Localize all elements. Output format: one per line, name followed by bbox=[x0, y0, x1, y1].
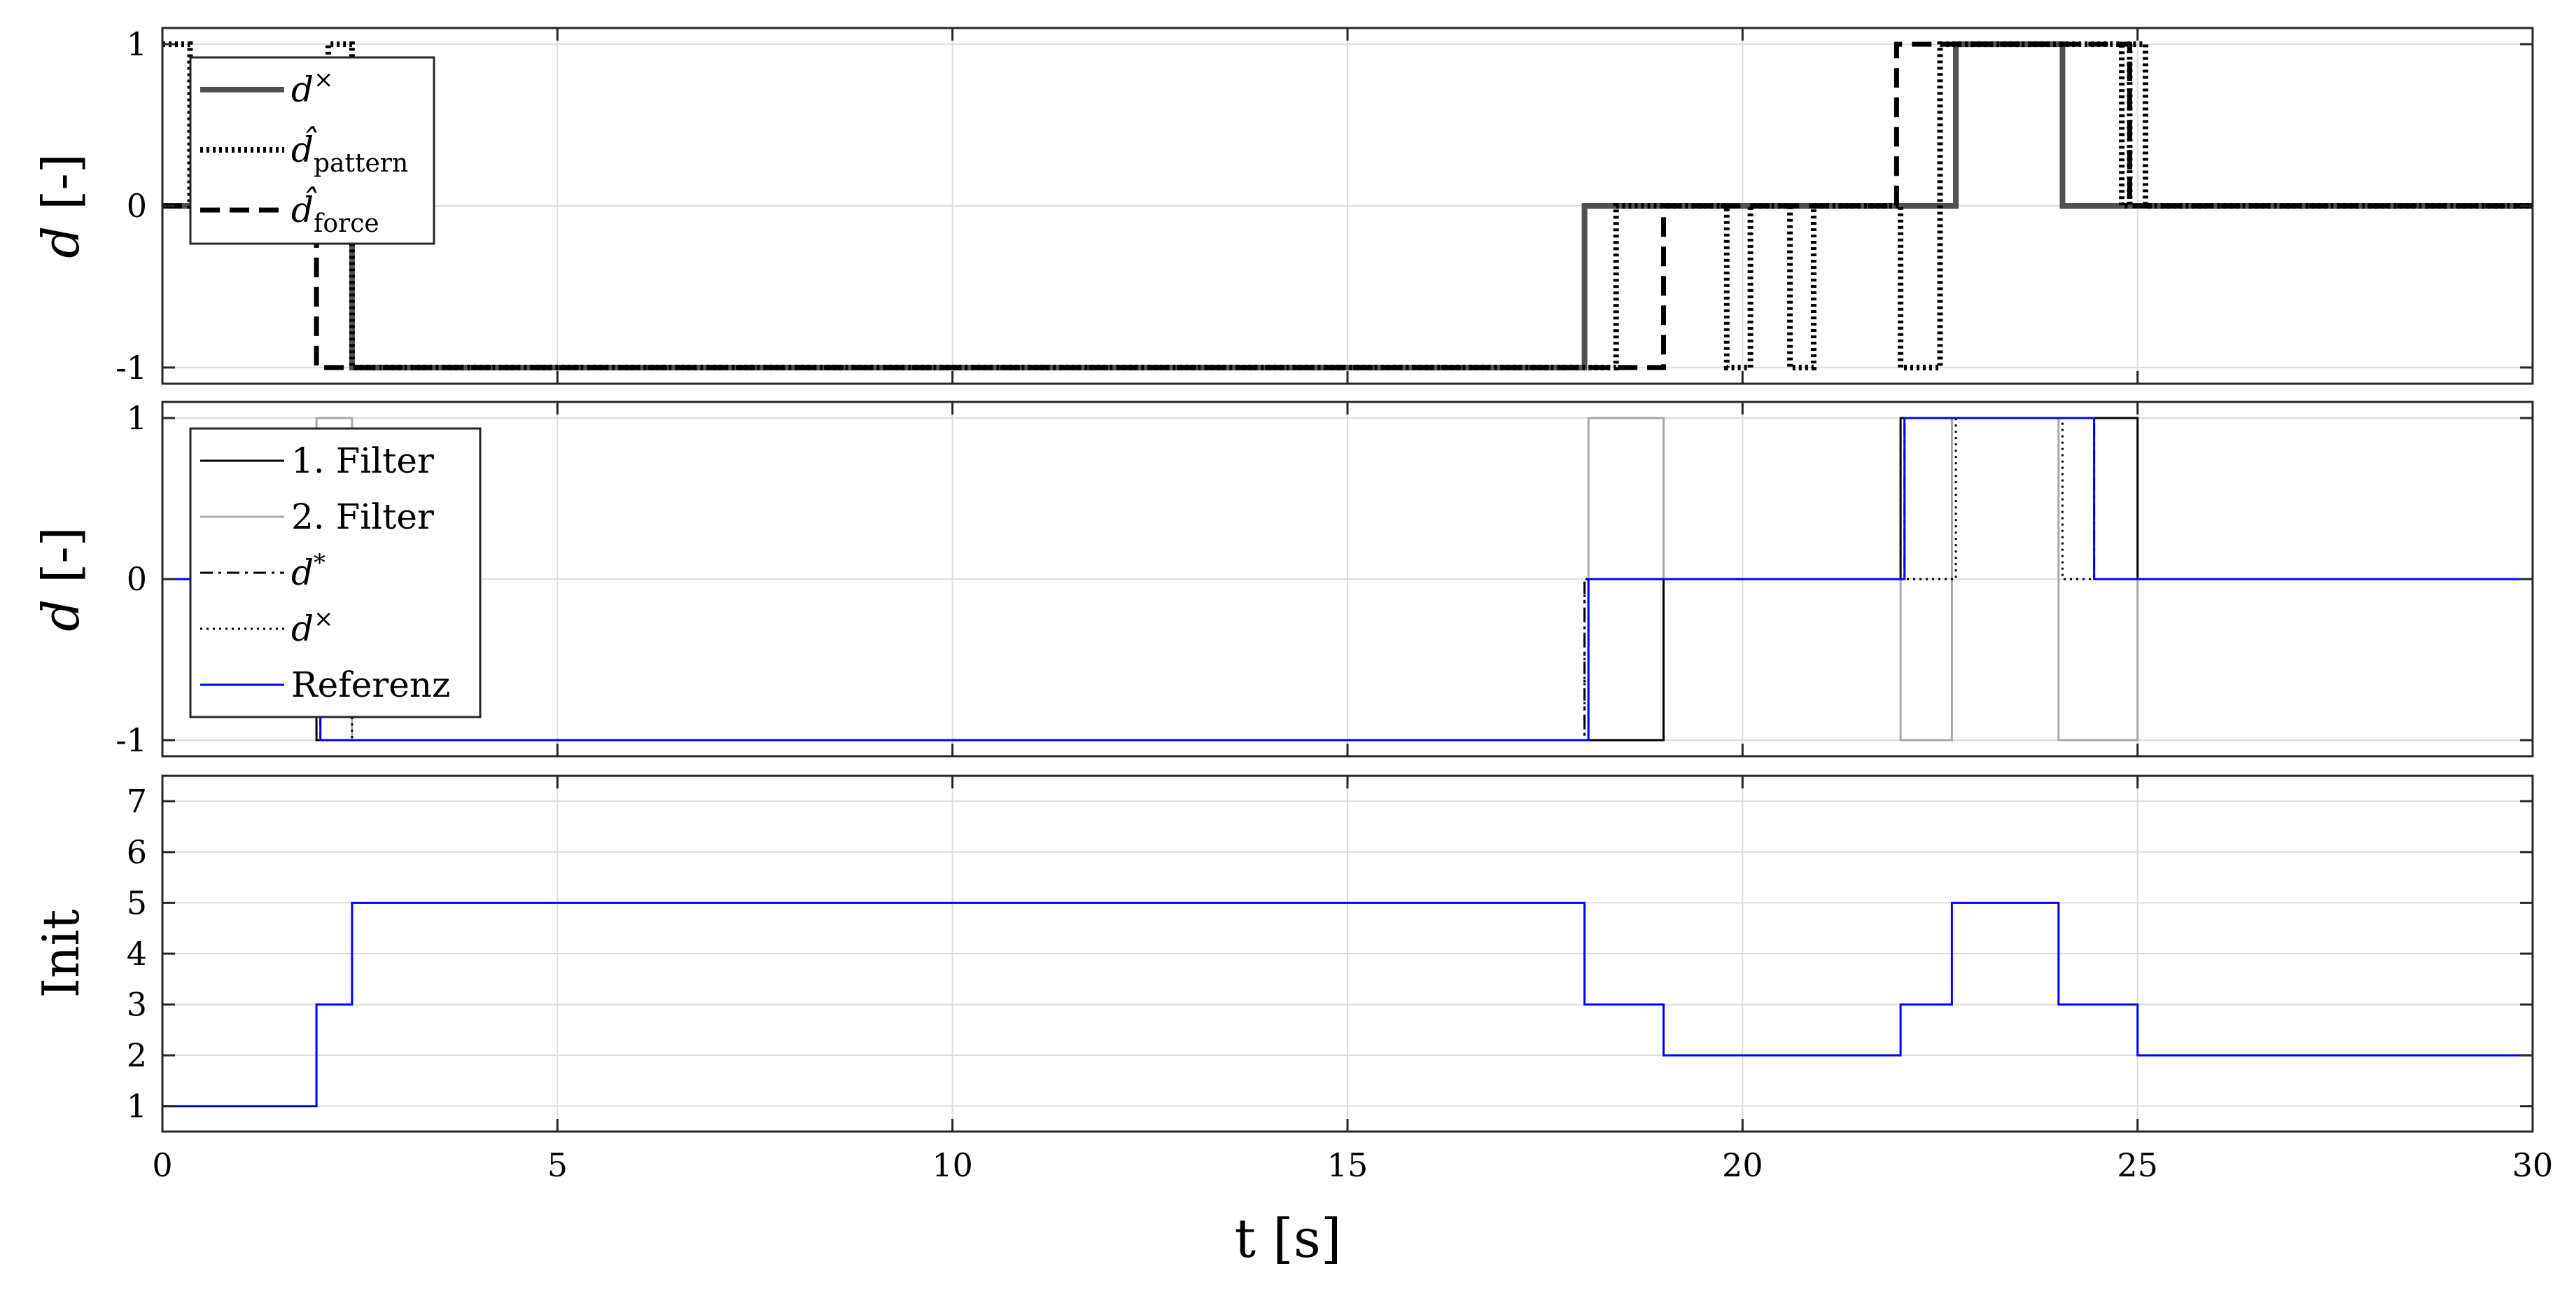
series-line-dpattern bbox=[162, 41, 2533, 370]
y-tick-label: 6 bbox=[127, 833, 147, 871]
x-tick-label: 30 bbox=[2512, 1146, 2554, 1184]
legend-entry: 2. Filter bbox=[291, 496, 434, 537]
y-axis-label: d [-] bbox=[31, 153, 90, 258]
y-tick-label: 5 bbox=[127, 884, 147, 921]
x-tick-label: 10 bbox=[932, 1146, 973, 1184]
x-axis-label: t [s] bbox=[1234, 1207, 1341, 1269]
legend: d× d̂pattern d̂force bbox=[189, 56, 435, 245]
x-tick-label: 20 bbox=[1722, 1146, 1763, 1184]
y-tick-label: 1 bbox=[127, 25, 147, 63]
legend: 1. Filter 2. Filter d* d× Referenz bbox=[189, 427, 482, 718]
subplot-3: 1 2 3 4 5 6 7 0 5 10 15 20 25 30 Init bbox=[31, 774, 2554, 1184]
series-line-dforce bbox=[162, 41, 2533, 370]
x-tick-label: 25 bbox=[2117, 1146, 2158, 1184]
subplot-2: -1 0 1 d [-] 1. Filter 2. Filter d* d× Referenz bbox=[31, 399, 2534, 759]
y-tick-label: -1 bbox=[115, 349, 147, 387]
y-tick-label: 2 bbox=[127, 1036, 147, 1074]
series-group bbox=[162, 41, 2533, 370]
series-line-d bbox=[162, 41, 2533, 370]
y-tick-label: 4 bbox=[127, 935, 147, 973]
legend-entry: d× bbox=[291, 66, 334, 110]
y-tick-label: 1 bbox=[127, 399, 147, 437]
y-tick-label: 0 bbox=[127, 187, 147, 225]
x-tick-label: 0 bbox=[152, 1146, 172, 1184]
grid bbox=[162, 776, 2533, 1132]
y-tick-label: 1 bbox=[127, 1087, 147, 1125]
legend-entry: d̂pattern bbox=[291, 125, 408, 178]
y-tick-label: 3 bbox=[127, 986, 147, 1024]
series-group bbox=[162, 901, 2533, 1108]
y-axis-label: Init bbox=[31, 910, 90, 999]
legend-entry: d̂force bbox=[291, 186, 379, 238]
legend-entry: Referenz bbox=[291, 665, 450, 705]
y-tick-label: 0 bbox=[127, 560, 147, 598]
legend-entry: d* bbox=[291, 549, 326, 593]
subplot-1: -1 0 1 d [-] d× d̂pattern d̂force bbox=[31, 25, 2534, 387]
x-tick-label: 5 bbox=[547, 1146, 568, 1184]
series-line-init bbox=[162, 901, 2533, 1108]
y-tick-label: 7 bbox=[127, 782, 147, 820]
legend-entry: 1. Filter bbox=[291, 440, 434, 481]
x-tick-label: 15 bbox=[1327, 1146, 1368, 1184]
legend-entry: d× bbox=[291, 605, 334, 649]
y-axis-label: d [-] bbox=[31, 527, 90, 632]
y-tick-label: -1 bbox=[115, 721, 147, 759]
